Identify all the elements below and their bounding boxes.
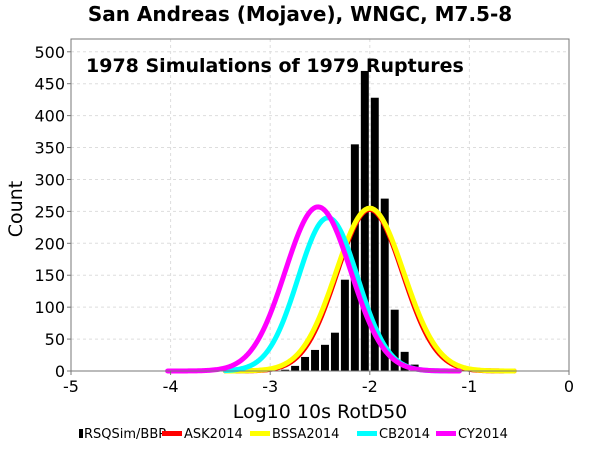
legend-label: ASK2014: [184, 427, 243, 442]
legend-swatch: [79, 429, 83, 438]
plot-frame: [70, 38, 570, 372]
histogram-bar: [321, 344, 329, 371]
curve-bssa2014: [222, 205, 517, 374]
y-tick-label: 350: [34, 139, 65, 158]
x-axis-ticks: -5 -4 -3 -2 -1 0: [63, 371, 574, 396]
y-tick-label: 0: [55, 362, 65, 381]
y-axis-ticks: 0 50 100 150 200 250 300 350 400 450 500: [34, 43, 71, 381]
legend-label: RSQSim/BBP: [84, 427, 166, 442]
histogram-bar: [350, 144, 359, 371]
y-axis-label: Count: [5, 181, 27, 237]
legend-label: BSSA2014: [272, 427, 339, 442]
x-tick-label: -5: [63, 377, 79, 396]
legend: RSQSim/BBP ASK2014 BSSA2014 CB2014 CY2014: [79, 427, 508, 442]
chart-title: San Andreas (Mojave), WNGC, M7.5-8: [88, 2, 512, 26]
x-axis-label: Log10 10s RotD50: [233, 401, 408, 423]
y-tick-label: 450: [34, 75, 65, 94]
histogram-bar: [390, 309, 399, 371]
y-tick-label: 150: [34, 266, 65, 285]
histogram-bar: [400, 351, 409, 371]
y-tick-label: 200: [34, 234, 65, 253]
legend-label: CY2014: [458, 427, 508, 442]
legend-swatch: [357, 431, 377, 436]
histogram-bar: [360, 70, 369, 371]
histogram-bars: [281, 70, 419, 371]
curve-cy2014: [165, 204, 462, 374]
histogram-bar: [370, 97, 379, 371]
histogram-bar: [291, 365, 300, 371]
histogram-bar: [301, 356, 310, 371]
model-curves: [165, 204, 517, 374]
histogram-bar: [281, 369, 290, 371]
histogram-bar: [330, 332, 339, 371]
y-tick-label: 50: [45, 330, 65, 349]
x-tick-label: -4: [163, 377, 179, 396]
y-tick-label: 300: [34, 170, 65, 189]
histogram-bar: [380, 198, 389, 371]
y-tick-label: 400: [34, 107, 65, 126]
histogram-bar: [311, 349, 319, 371]
x-tick-label: -3: [262, 377, 278, 396]
histogram-bar: [340, 279, 349, 371]
y-tick-label: 250: [34, 202, 65, 221]
x-tick-label: 0: [564, 377, 574, 396]
legend-swatch: [436, 431, 456, 436]
legend-label: CB2014: [379, 427, 430, 442]
x-tick-label: -1: [461, 377, 477, 396]
y-tick-label: 100: [34, 298, 65, 317]
legend-swatch: [250, 431, 270, 436]
chart-annotation: 1978 Simulations of 1979 Ruptures: [86, 55, 464, 77]
x-tick-label: -2: [362, 377, 378, 396]
legend-swatch: [162, 431, 182, 436]
y-tick-label: 500: [34, 43, 65, 62]
